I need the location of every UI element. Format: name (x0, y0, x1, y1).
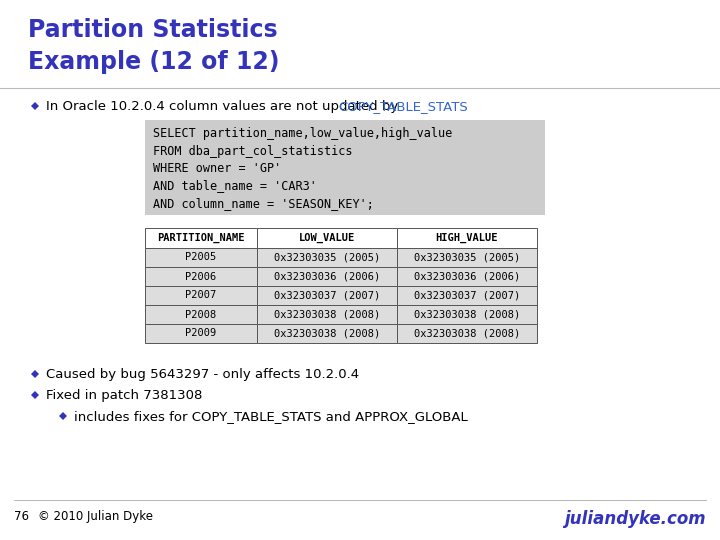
Text: P2006: P2006 (185, 272, 217, 281)
Text: SELECT partition_name,low_value,high_value: SELECT partition_name,low_value,high_val… (153, 127, 452, 140)
Text: Example (12 of 12): Example (12 of 12) (28, 50, 279, 74)
Text: 0x32303037 (2007): 0x32303037 (2007) (274, 291, 380, 300)
Text: WHERE owner = 'GP': WHERE owner = 'GP' (153, 162, 282, 175)
Text: Partition Statistics: Partition Statistics (28, 18, 278, 42)
FancyBboxPatch shape (397, 324, 537, 343)
FancyBboxPatch shape (257, 324, 397, 343)
FancyBboxPatch shape (397, 228, 537, 248)
FancyBboxPatch shape (397, 248, 537, 267)
FancyBboxPatch shape (397, 267, 537, 286)
Text: 0x32303035 (2005): 0x32303035 (2005) (414, 253, 520, 262)
FancyBboxPatch shape (257, 228, 397, 248)
Text: Caused by bug 5643297 - only affects 10.2.0.4: Caused by bug 5643297 - only affects 10.… (46, 368, 359, 381)
FancyBboxPatch shape (145, 305, 257, 324)
FancyBboxPatch shape (397, 286, 537, 305)
Text: 0x32303038 (2008): 0x32303038 (2008) (414, 309, 520, 320)
Text: 0x32303038 (2008): 0x32303038 (2008) (274, 309, 380, 320)
Text: 0x32303038 (2008): 0x32303038 (2008) (414, 328, 520, 339)
Text: P2007: P2007 (185, 291, 217, 300)
Text: juliandyke.com: juliandyke.com (564, 510, 706, 528)
Text: AND table_name = 'CAR3': AND table_name = 'CAR3' (153, 179, 317, 192)
FancyBboxPatch shape (145, 267, 257, 286)
Text: includes fixes for COPY_TABLE_STATS and APPROX_GLOBAL: includes fixes for COPY_TABLE_STATS and … (74, 410, 468, 423)
Text: 0x32303035 (2005): 0x32303035 (2005) (274, 253, 380, 262)
Text: 76: 76 (14, 510, 29, 523)
FancyBboxPatch shape (145, 286, 257, 305)
FancyBboxPatch shape (145, 120, 545, 215)
FancyBboxPatch shape (257, 286, 397, 305)
Text: FROM dba_part_col_statistics: FROM dba_part_col_statistics (153, 145, 353, 158)
Text: 0x32303037 (2007): 0x32303037 (2007) (414, 291, 520, 300)
Text: LOW_VALUE: LOW_VALUE (299, 233, 355, 243)
Text: © 2010 Julian Dyke: © 2010 Julian Dyke (38, 510, 153, 523)
Text: 0x32303036 (2006): 0x32303036 (2006) (274, 272, 380, 281)
Text: In Oracle 10.2.0.4 column values are not updated by: In Oracle 10.2.0.4 column values are not… (46, 100, 402, 113)
Text: HIGH_VALUE: HIGH_VALUE (436, 233, 498, 243)
Text: PARTITION_NAME: PARTITION_NAME (157, 233, 245, 243)
Text: COPY_TABLE_STATS: COPY_TABLE_STATS (338, 100, 468, 113)
FancyBboxPatch shape (397, 305, 537, 324)
FancyBboxPatch shape (145, 248, 257, 267)
FancyBboxPatch shape (257, 305, 397, 324)
FancyBboxPatch shape (145, 228, 257, 248)
Text: P2005: P2005 (185, 253, 217, 262)
Text: Fixed in patch 7381308: Fixed in patch 7381308 (46, 389, 202, 402)
FancyBboxPatch shape (257, 248, 397, 267)
Text: P2009: P2009 (185, 328, 217, 339)
FancyBboxPatch shape (257, 267, 397, 286)
Text: 0x32303036 (2006): 0x32303036 (2006) (414, 272, 520, 281)
Text: P2008: P2008 (185, 309, 217, 320)
Text: 0x32303038 (2008): 0x32303038 (2008) (274, 328, 380, 339)
FancyBboxPatch shape (145, 324, 257, 343)
Text: AND column_name = 'SEASON_KEY';: AND column_name = 'SEASON_KEY'; (153, 197, 374, 210)
